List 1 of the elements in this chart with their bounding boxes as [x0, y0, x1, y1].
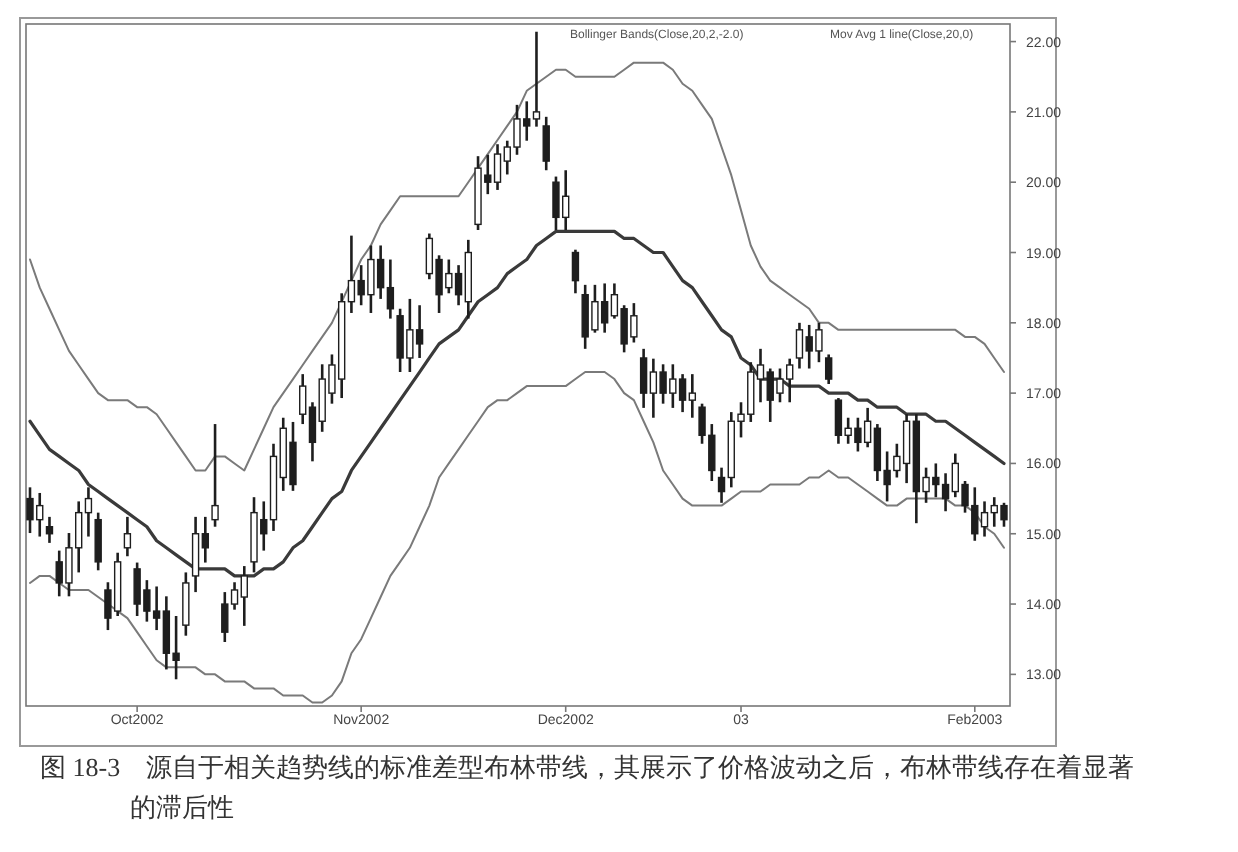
caption: 图 18-3 源自于相关趋势线的标准差型布林带线，其展示了价格波动之后，布林带线存在着显著的滞后性 [40, 752, 1135, 822]
